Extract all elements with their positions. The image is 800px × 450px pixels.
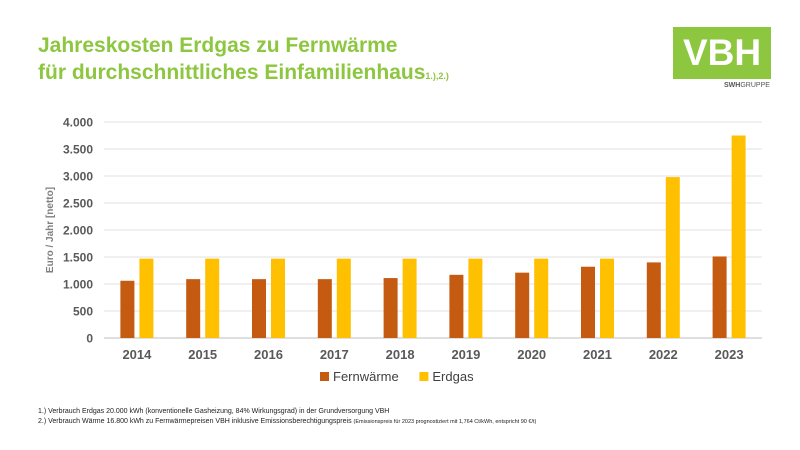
y-axis-label: Euro / Jahr [netto]: [45, 187, 56, 273]
bar-erdgas: [205, 258, 220, 338]
bar-erdgas: [139, 258, 154, 338]
bar-fernwaerme: [646, 262, 661, 338]
x-tick-label: 2017: [320, 347, 349, 362]
bar-fernwaerme: [252, 279, 266, 338]
logo-sub-bold: SWH: [724, 82, 741, 89]
y-tick-label: 4.000: [63, 116, 93, 130]
bar-erdgas: [271, 258, 285, 338]
bar-erdgas: [665, 177, 680, 338]
footnote-2: 2.) Verbrauch Wärme 16.800 kWh zu Fernwä…: [38, 417, 536, 427]
bar-fernwaerme: [515, 272, 530, 338]
legend: Fernwärme Erdgas: [320, 369, 474, 384]
x-tick-label: 2016: [254, 347, 283, 362]
legend-label: Erdgas: [432, 369, 474, 384]
chart-title: Jahreskosten Erdgas zu Fernwärme für dur…: [38, 32, 449, 90]
bar-erdgas: [336, 258, 351, 338]
y-tick-label: 3.500: [63, 143, 93, 157]
title-footnote-marker: 1.),2.): [425, 71, 449, 81]
y-tick-label: 500: [73, 305, 93, 319]
logo-subtitle: SWHGRUPPE: [724, 82, 770, 89]
bar-erdgas: [534, 258, 549, 338]
x-tick-label: 2020: [517, 347, 546, 362]
bar-fernwaerme: [581, 266, 595, 338]
title-line-1: Jahreskosten Erdgas zu Fernwärme: [38, 34, 398, 57]
bar-erdgas: [468, 258, 483, 338]
y-tick-label: 2.000: [63, 224, 93, 238]
footnote-2-text: 2.) Verbrauch Wärme 16.800 kWh zu Fernwä…: [38, 418, 352, 425]
bar-fernwaerme: [449, 274, 464, 338]
x-tick-label: 2022: [649, 347, 678, 362]
footnote-2-detail: (Emissionspreis für 2023 prognostiziert …: [353, 419, 537, 425]
x-tick-label: 2021: [583, 347, 612, 362]
bar-erdgas: [402, 258, 417, 338]
y-axis-ticks: 0 500 1.000 1.500 2.000 2.500 3.000 3.500 4.000: [63, 116, 93, 346]
title-line-2: für durchschnittliches Einfamilienhaus: [38, 61, 426, 84]
footnote-1: 1.) Verbrauch Erdgas 20.000 kWh (konvent…: [38, 408, 390, 415]
bars: [120, 135, 746, 338]
gridlines: [104, 121, 762, 339]
y-tick-label: 3.000: [63, 170, 93, 184]
bar-fernwaerme: [120, 280, 135, 338]
footnotes: 1.) Verbrauch Erdgas 20.000 kWh (konvent…: [38, 407, 536, 427]
legend-swatch: [419, 372, 429, 381]
bar-erdgas: [731, 135, 746, 338]
logo-text: VBH: [682, 32, 762, 73]
bar-erdgas: [600, 258, 614, 338]
logo-sub-rest: GRUPPE: [740, 82, 770, 89]
bar-chart: 05001.0001.5002.0002.5003.0003.5004.000 …: [45, 116, 762, 384]
bar-fernwaerme: [712, 256, 727, 338]
x-axis-ticks: 2014 2015 2016 2017 2018 2019 2020 2021 2022 2023: [122, 347, 743, 362]
y-tick-label: 1.000: [63, 278, 93, 292]
bar-fernwaerme: [317, 279, 332, 338]
x-tick-label: 2019: [451, 347, 480, 362]
y-tick-label: 1.500: [63, 251, 93, 265]
y-tick-label: 2.500: [63, 197, 93, 211]
vbh-logo: VBH: [673, 27, 771, 79]
bar-fernwaerme: [383, 278, 398, 338]
legend-label: Fernwärme: [333, 369, 399, 384]
y-tick-label: 0: [86, 332, 93, 346]
x-tick-label: 2014: [122, 347, 152, 362]
bar-fernwaerme: [186, 279, 201, 338]
x-tick-label: 2015: [188, 347, 217, 362]
legend-swatch: [320, 372, 329, 381]
x-tick-label: 2018: [386, 347, 415, 362]
x-tick-label: 2023: [715, 347, 744, 362]
